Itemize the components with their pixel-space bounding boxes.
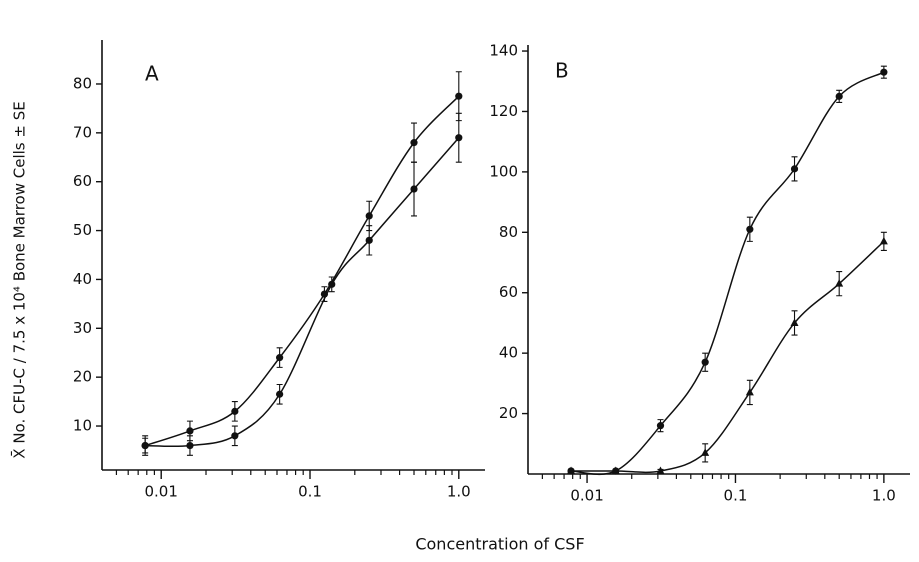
fit-curve bbox=[570, 71, 885, 476]
data-point bbox=[790, 165, 799, 173]
fit-curve bbox=[145, 137, 460, 448]
data-point bbox=[455, 134, 463, 142]
y-tick-label: 120 bbox=[489, 102, 518, 120]
data-point bbox=[835, 92, 843, 100]
y-tick-label: 20 bbox=[499, 404, 518, 422]
data-point bbox=[276, 354, 284, 362]
fit-curve bbox=[144, 95, 460, 447]
x-tick-label: 1.0 bbox=[872, 487, 896, 505]
data-point bbox=[231, 432, 239, 440]
x-tick-label: 0.1 bbox=[724, 487, 748, 505]
y-tick-label: 40 bbox=[499, 344, 518, 362]
data-point bbox=[231, 407, 239, 415]
x-tick-label: 0.01 bbox=[570, 487, 603, 505]
x-tick-label: 0.1 bbox=[298, 483, 322, 501]
x-tick-label: 0.01 bbox=[145, 483, 178, 501]
panel-title: A bbox=[145, 62, 159, 86]
y-tick-label: 40 bbox=[73, 270, 92, 288]
x-tick-label: 1.0 bbox=[447, 483, 471, 501]
data-point bbox=[186, 441, 194, 450]
data-point bbox=[880, 68, 888, 76]
data-point bbox=[835, 279, 844, 287]
y-tick-label: 60 bbox=[499, 283, 518, 301]
y-tick-label: 80 bbox=[499, 223, 518, 241]
data-point bbox=[567, 466, 576, 474]
data-point bbox=[141, 441, 149, 450]
y-tick-label: 70 bbox=[73, 123, 92, 141]
y-tick-label: 80 bbox=[73, 74, 92, 92]
data-point bbox=[745, 387, 754, 396]
data-point bbox=[365, 212, 373, 220]
y-tick-label: 20 bbox=[73, 368, 92, 386]
data-point bbox=[410, 185, 418, 193]
y-tick-label: 10 bbox=[73, 417, 92, 435]
data-point bbox=[656, 466, 665, 474]
data-point bbox=[701, 358, 709, 366]
data-point bbox=[276, 390, 284, 398]
data-point bbox=[410, 139, 418, 147]
x-axis-label: Concentration of CSF bbox=[415, 535, 584, 554]
y-tick-label: 60 bbox=[73, 172, 92, 190]
data-point bbox=[186, 427, 194, 435]
y-tick-label: 30 bbox=[73, 319, 92, 337]
data-point bbox=[879, 236, 888, 245]
data-point bbox=[790, 318, 799, 326]
data-point bbox=[328, 280, 336, 288]
y-tick-label: 100 bbox=[489, 162, 518, 180]
fit-curve bbox=[571, 240, 885, 474]
data-point bbox=[656, 422, 665, 430]
y-tick-label: 50 bbox=[73, 221, 92, 239]
y-tick-label: 140 bbox=[489, 42, 518, 60]
data-point bbox=[611, 466, 620, 474]
y-axis-label: X̄ No. CFU-C / 7.5 x 10⁴ Bone Marrow Cel… bbox=[10, 101, 29, 458]
data-point bbox=[365, 236, 373, 244]
data-point bbox=[746, 225, 754, 233]
data-point bbox=[455, 92, 463, 100]
panel-title: B bbox=[555, 59, 569, 83]
data-point bbox=[701, 448, 710, 456]
